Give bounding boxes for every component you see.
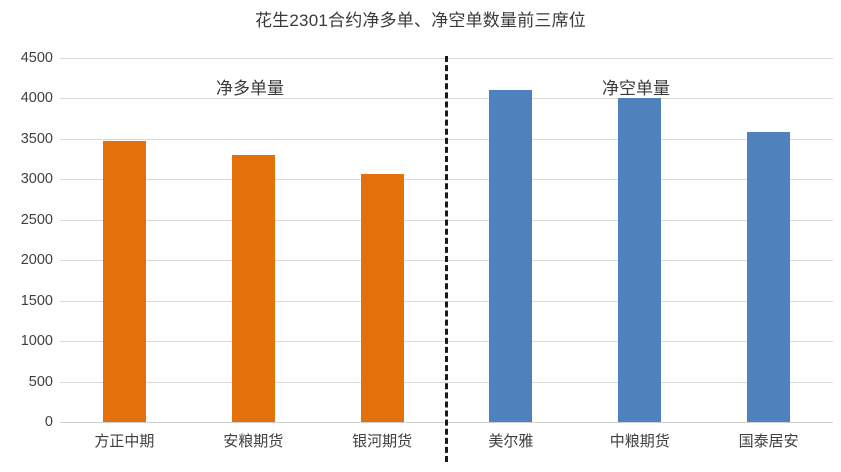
y-tick-label: 2000 bbox=[20, 252, 53, 269]
bar bbox=[231, 155, 275, 422]
annotation-net-short: 净空单量 bbox=[602, 79, 670, 98]
bar bbox=[360, 173, 404, 422]
x-tick-label: 美尔雅 bbox=[488, 433, 534, 450]
y-axis: 4500 4000 3500 3000 2500 2000 1500 1000 500 0 bbox=[0, 51, 53, 430]
y-tick-label: 4000 bbox=[20, 90, 53, 107]
y-tick-label: 1000 bbox=[20, 333, 53, 350]
annotation-net-long: 净多单量 bbox=[216, 79, 284, 98]
x-tick-label: 国泰居安 bbox=[738, 433, 799, 450]
x-axis: 方正中期 安粮期货 银河期货 美尔雅 中粮期货 国泰居安 bbox=[60, 432, 833, 462]
y-tick-label: 500 bbox=[28, 373, 53, 390]
bar bbox=[102, 140, 146, 422]
x-tick-label: 安粮期货 bbox=[223, 433, 284, 450]
y-tick-label: 1500 bbox=[20, 292, 53, 309]
x-tick-label: 中粮期货 bbox=[609, 433, 670, 450]
y-tick-label: 3000 bbox=[20, 171, 53, 188]
y-tick-label: 2500 bbox=[20, 211, 53, 228]
bar bbox=[747, 131, 791, 422]
x-tick-label: 银河期货 bbox=[352, 433, 413, 450]
plot-area bbox=[60, 58, 833, 423]
y-tick-label: 0 bbox=[44, 414, 53, 430]
y-tick-label: 4500 bbox=[20, 50, 53, 66]
bar bbox=[489, 90, 533, 422]
chart-title: 花生2301合约净多单、净空单数量前三席位 bbox=[254, 11, 587, 30]
y-tick-label: 3500 bbox=[20, 130, 53, 147]
bar bbox=[618, 98, 662, 422]
series-divider bbox=[445, 56, 448, 462]
x-tick-label: 方正中期 bbox=[94, 433, 155, 450]
